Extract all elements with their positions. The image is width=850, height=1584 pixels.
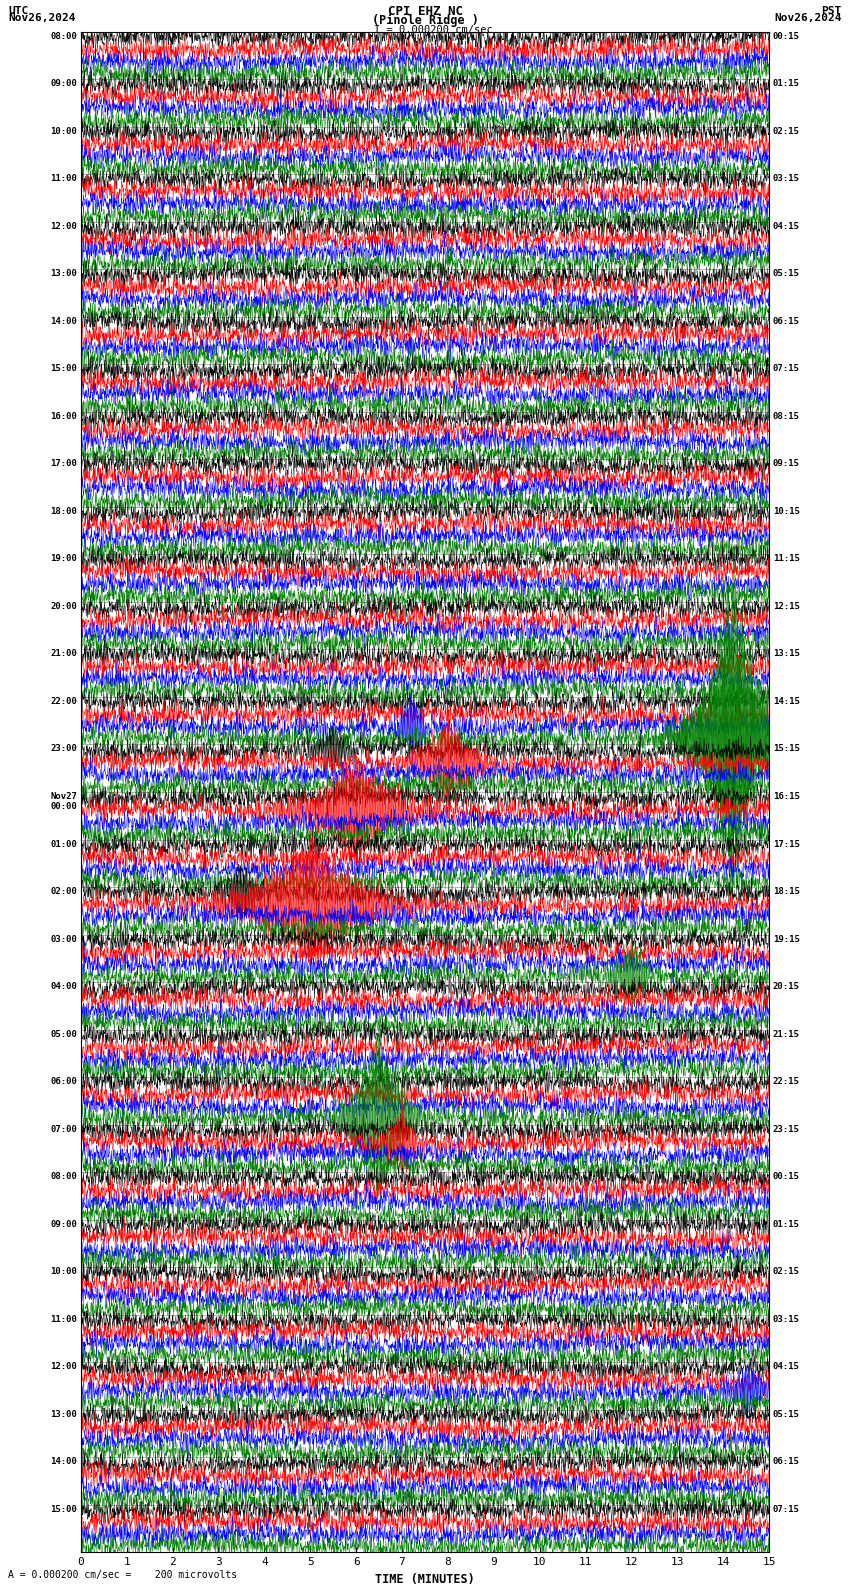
Text: 20:00: 20:00 (50, 602, 77, 611)
Text: 09:00: 09:00 (50, 1220, 77, 1229)
Text: 06:15: 06:15 (773, 1457, 800, 1467)
Text: Nov27
00:00: Nov27 00:00 (50, 792, 77, 811)
Text: 08:15: 08:15 (773, 412, 800, 421)
Text: 02:00: 02:00 (50, 887, 77, 897)
Text: 05:15: 05:15 (773, 1410, 800, 1419)
Text: 07:15: 07:15 (773, 1505, 800, 1514)
Text: 04:15: 04:15 (773, 1362, 800, 1372)
Text: 06:00: 06:00 (50, 1077, 77, 1087)
Text: 23:15: 23:15 (773, 1125, 800, 1134)
Text: 04:15: 04:15 (773, 222, 800, 231)
Text: A = 0.000200 cm/sec =    200 microvolts: A = 0.000200 cm/sec = 200 microvolts (8, 1570, 238, 1581)
Text: 10:00: 10:00 (50, 1267, 77, 1277)
Text: 05:00: 05:00 (50, 1030, 77, 1039)
X-axis label: TIME (MINUTES): TIME (MINUTES) (375, 1573, 475, 1584)
Text: 23:00: 23:00 (50, 744, 77, 754)
Text: 02:15: 02:15 (773, 127, 800, 136)
Text: 03:15: 03:15 (773, 1315, 800, 1324)
Text: 22:15: 22:15 (773, 1077, 800, 1087)
Text: 10:15: 10:15 (773, 507, 800, 516)
Text: 18:15: 18:15 (773, 887, 800, 897)
Text: 07:00: 07:00 (50, 1125, 77, 1134)
Text: 17:00: 17:00 (50, 459, 77, 469)
Text: 18:00: 18:00 (50, 507, 77, 516)
Text: 12:00: 12:00 (50, 1362, 77, 1372)
Text: 06:15: 06:15 (773, 317, 800, 326)
Text: 20:15: 20:15 (773, 982, 800, 992)
Text: I = 0.000200 cm/sec: I = 0.000200 cm/sec (374, 25, 493, 35)
Text: 01:00: 01:00 (50, 840, 77, 849)
Text: 12:00: 12:00 (50, 222, 77, 231)
Text: PST: PST (821, 5, 842, 16)
Text: Nov26,2024: Nov26,2024 (8, 13, 76, 24)
Text: 21:00: 21:00 (50, 649, 77, 659)
Text: 19:00: 19:00 (50, 554, 77, 564)
Text: 15:00: 15:00 (50, 1505, 77, 1514)
Text: 14:00: 14:00 (50, 1457, 77, 1467)
Text: UTC: UTC (8, 5, 29, 16)
Text: 00:15: 00:15 (773, 32, 800, 41)
Text: 07:15: 07:15 (773, 364, 800, 374)
Text: 03:00: 03:00 (50, 935, 77, 944)
Text: 16:00: 16:00 (50, 412, 77, 421)
Text: 03:15: 03:15 (773, 174, 800, 184)
Text: 19:15: 19:15 (773, 935, 800, 944)
Text: 09:00: 09:00 (50, 79, 77, 89)
Text: 11:00: 11:00 (50, 174, 77, 184)
Text: 10:00: 10:00 (50, 127, 77, 136)
Text: 17:15: 17:15 (773, 840, 800, 849)
Text: 11:15: 11:15 (773, 554, 800, 564)
Text: 21:15: 21:15 (773, 1030, 800, 1039)
Text: 15:15: 15:15 (773, 744, 800, 754)
Text: 00:15: 00:15 (773, 1172, 800, 1182)
Text: 13:00: 13:00 (50, 1410, 77, 1419)
Text: 14:15: 14:15 (773, 697, 800, 706)
Text: 08:00: 08:00 (50, 32, 77, 41)
Text: 12:15: 12:15 (773, 602, 800, 611)
Text: 11:00: 11:00 (50, 1315, 77, 1324)
Text: CPI EHZ NC: CPI EHZ NC (388, 5, 462, 17)
Text: 01:15: 01:15 (773, 79, 800, 89)
Text: 09:15: 09:15 (773, 459, 800, 469)
Text: 14:00: 14:00 (50, 317, 77, 326)
Text: 01:15: 01:15 (773, 1220, 800, 1229)
Text: 22:00: 22:00 (50, 697, 77, 706)
Text: 13:15: 13:15 (773, 649, 800, 659)
Text: 15:00: 15:00 (50, 364, 77, 374)
Text: 04:00: 04:00 (50, 982, 77, 992)
Text: 16:15: 16:15 (773, 792, 800, 802)
Text: (Pinole Ridge ): (Pinole Ridge ) (371, 14, 479, 27)
Text: Nov26,2024: Nov26,2024 (774, 13, 842, 24)
Text: 05:15: 05:15 (773, 269, 800, 279)
Text: 08:00: 08:00 (50, 1172, 77, 1182)
Text: 02:15: 02:15 (773, 1267, 800, 1277)
Text: 13:00: 13:00 (50, 269, 77, 279)
